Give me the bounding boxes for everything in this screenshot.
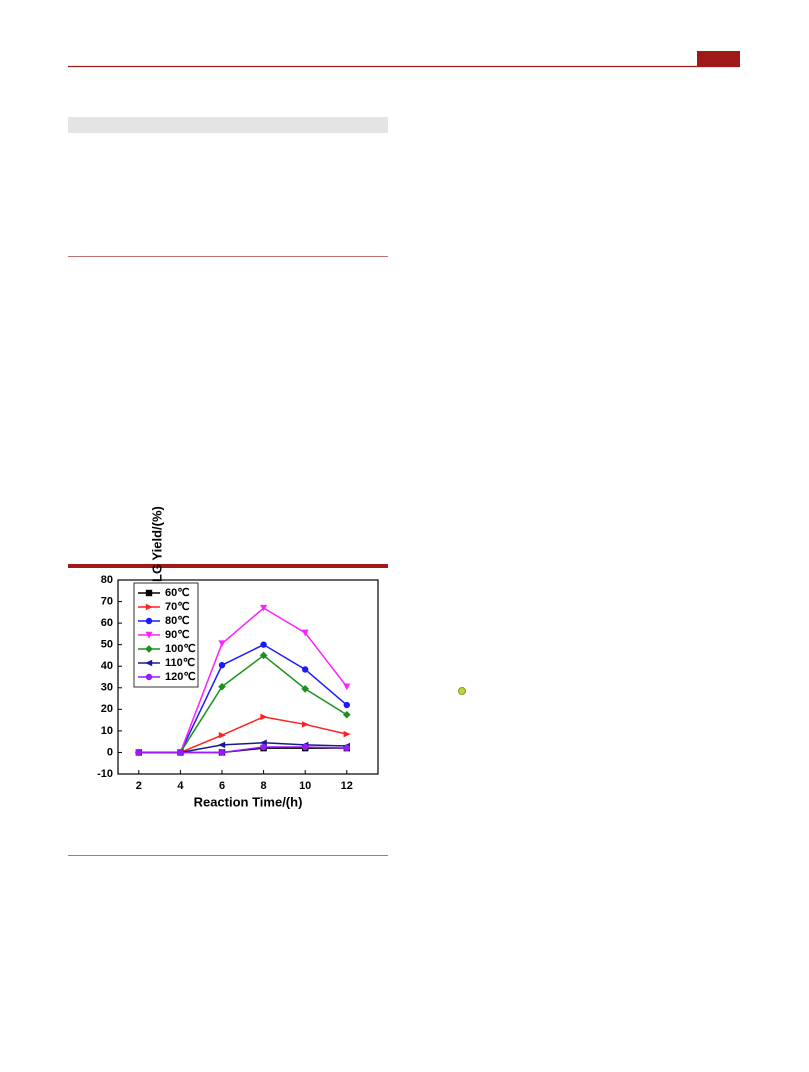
marker — [218, 732, 226, 739]
series-line — [138, 746, 347, 754]
x-tick-label: 10 — [299, 780, 311, 792]
x-tick-label: 4 — [177, 780, 184, 792]
marker — [301, 685, 310, 693]
legend-marker — [145, 589, 153, 597]
marker — [259, 651, 268, 660]
x-tick-label: 8 — [261, 780, 267, 792]
legend-label: 60℃ — [165, 587, 190, 599]
legend-marker — [145, 617, 153, 625]
y-tick-label: 80 — [101, 574, 113, 586]
icon — [458, 687, 466, 695]
marker — [260, 604, 268, 612]
marker — [218, 661, 226, 669]
plot-frame — [117, 579, 379, 775]
marker — [260, 713, 268, 721]
y-tick-label: -10 — [97, 768, 113, 780]
legend-label: 90℃ — [165, 629, 190, 641]
marker — [343, 730, 351, 738]
y-tick-label: 40 — [101, 660, 113, 672]
x-tick-label: 2 — [136, 780, 142, 792]
y-tick-label: 20 — [101, 703, 113, 715]
marker — [218, 741, 226, 749]
marker — [260, 641, 267, 648]
legend-marker — [145, 645, 153, 653]
figure-rule — [68, 564, 388, 568]
legend-label: 100℃ — [165, 643, 196, 655]
marker — [135, 749, 142, 756]
marker — [343, 744, 350, 752]
marker — [342, 710, 351, 719]
legend-marker — [145, 673, 153, 681]
x-axis-label: Reaction Time/(h) — [194, 794, 303, 809]
y-tick-label: 10 — [101, 725, 113, 737]
marker — [302, 721, 310, 728]
marker — [260, 743, 267, 751]
legend-label: 70℃ — [165, 601, 190, 613]
y-tick-label: 70 — [101, 595, 113, 607]
legend-label: 80℃ — [165, 615, 190, 627]
x-tick-label: 12 — [341, 780, 353, 792]
y-tick-label: 30 — [101, 682, 113, 694]
marker — [218, 682, 226, 691]
legend-label: 110℃ — [165, 657, 195, 669]
marker — [218, 640, 226, 648]
y-tick-label: 50 — [101, 639, 113, 651]
legend-label: 120℃ — [165, 671, 196, 683]
header-tab — [697, 51, 740, 66]
y-tick-label: 60 — [101, 617, 113, 629]
marker — [302, 666, 309, 673]
x-tick-label: 6 — [219, 780, 225, 792]
marker — [301, 629, 309, 637]
marker — [343, 683, 351, 691]
chart: NCA-BLG Yield/(%) Reaction Time/(h) -100… — [97, 506, 379, 809]
y-tick-label: 0 — [107, 746, 113, 758]
grey-bar — [68, 117, 388, 133]
legend-marker — [145, 603, 153, 611]
legend-marker — [145, 659, 153, 667]
marker — [218, 749, 226, 756]
marker — [343, 701, 350, 709]
legend-marker — [145, 631, 153, 639]
marker — [302, 743, 309, 751]
marker — [177, 749, 184, 756]
